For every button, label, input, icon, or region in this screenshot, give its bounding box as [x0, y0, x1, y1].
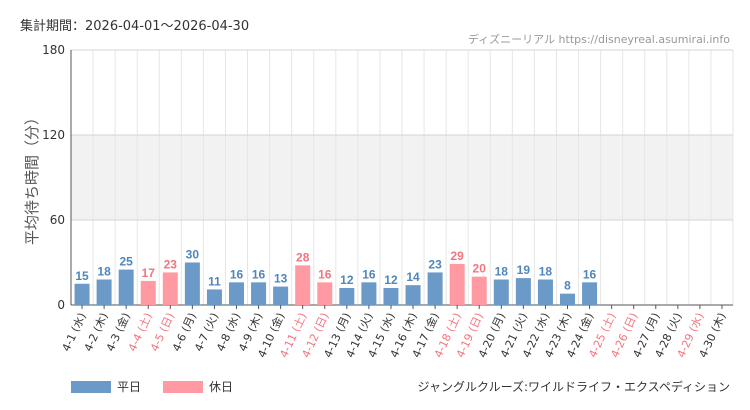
bar: [273, 286, 289, 305]
bar: [493, 279, 509, 305]
chart-subtitle: ジャングルクルーズ:ワイルドライフ・エクスペディション: [417, 380, 730, 394]
period-label: 集計期間：2026-04-01～2026-04-30: [20, 19, 250, 34]
bar: [405, 285, 421, 305]
legend-label-holiday: 休日: [209, 380, 234, 394]
bar-value-label: 13: [274, 272, 288, 286]
bar: [427, 272, 443, 305]
bar-value-label: 8: [564, 279, 571, 293]
bar: [537, 279, 553, 305]
bar-value-label: 30: [186, 248, 200, 262]
bar-value-label: 23: [164, 257, 178, 271]
bar: [184, 262, 200, 305]
legend-label-weekday: 平日: [117, 380, 142, 394]
bar-value-label: 14: [406, 270, 420, 284]
bar-value-label: 23: [428, 257, 442, 271]
y-tick-label: 60: [50, 213, 65, 227]
bar: [560, 293, 575, 305]
bar-value-label: 16: [318, 267, 332, 281]
bar-value-label: 16: [583, 267, 597, 281]
bar: [118, 269, 134, 305]
bar: [471, 276, 487, 305]
bar-value-label: 17: [142, 266, 156, 280]
y-tick-label: 120: [42, 128, 65, 142]
bar-value-label: 12: [340, 273, 354, 287]
source-label: ディズニーリアル https://disneyreal.asumirai.inf…: [467, 33, 730, 46]
bar: [449, 263, 465, 305]
bar: [251, 282, 267, 305]
bar-value-label: 20: [473, 262, 487, 276]
bar: [74, 283, 90, 305]
bar: [339, 288, 355, 305]
y-axis-title: 平均待ち時間（分）: [23, 110, 41, 245]
bar-value-label: 12: [384, 273, 398, 287]
legend-item-holiday[interactable]: 休日: [163, 378, 233, 395]
bar-value-label: 29: [450, 249, 464, 263]
bar: [383, 288, 399, 305]
bar: [140, 280, 156, 305]
bar: [162, 272, 178, 305]
bar: [229, 282, 244, 305]
bar-value-label: 25: [119, 255, 133, 269]
bar-value-label: 16: [362, 267, 376, 281]
y-tick-label: 0: [57, 298, 65, 312]
bar-value-label: 18: [97, 265, 111, 279]
bar-value-label: 11: [208, 274, 221, 288]
bar-value-label: 18: [495, 265, 509, 279]
legend-swatch-holiday: [163, 380, 204, 393]
legend-item-weekday[interactable]: 平日: [71, 378, 141, 395]
bar-value-label: 15: [75, 269, 89, 283]
legend-swatch-weekday: [71, 380, 111, 393]
bar: [295, 265, 311, 305]
bar: [96, 279, 112, 305]
bar: [515, 278, 531, 305]
bar: [582, 282, 598, 305]
bar-value-label: 28: [296, 250, 310, 264]
bar: [206, 289, 222, 305]
bar-value-label: 18: [539, 265, 553, 279]
legend: 平日 休日: [71, 378, 233, 395]
bar: [361, 282, 377, 305]
bar-value-label: 16: [230, 267, 244, 281]
bar: [317, 282, 333, 305]
y-tick-label: 180: [42, 43, 65, 57]
bar-value-label: 16: [252, 267, 266, 281]
bar-value-label: 19: [517, 263, 531, 277]
